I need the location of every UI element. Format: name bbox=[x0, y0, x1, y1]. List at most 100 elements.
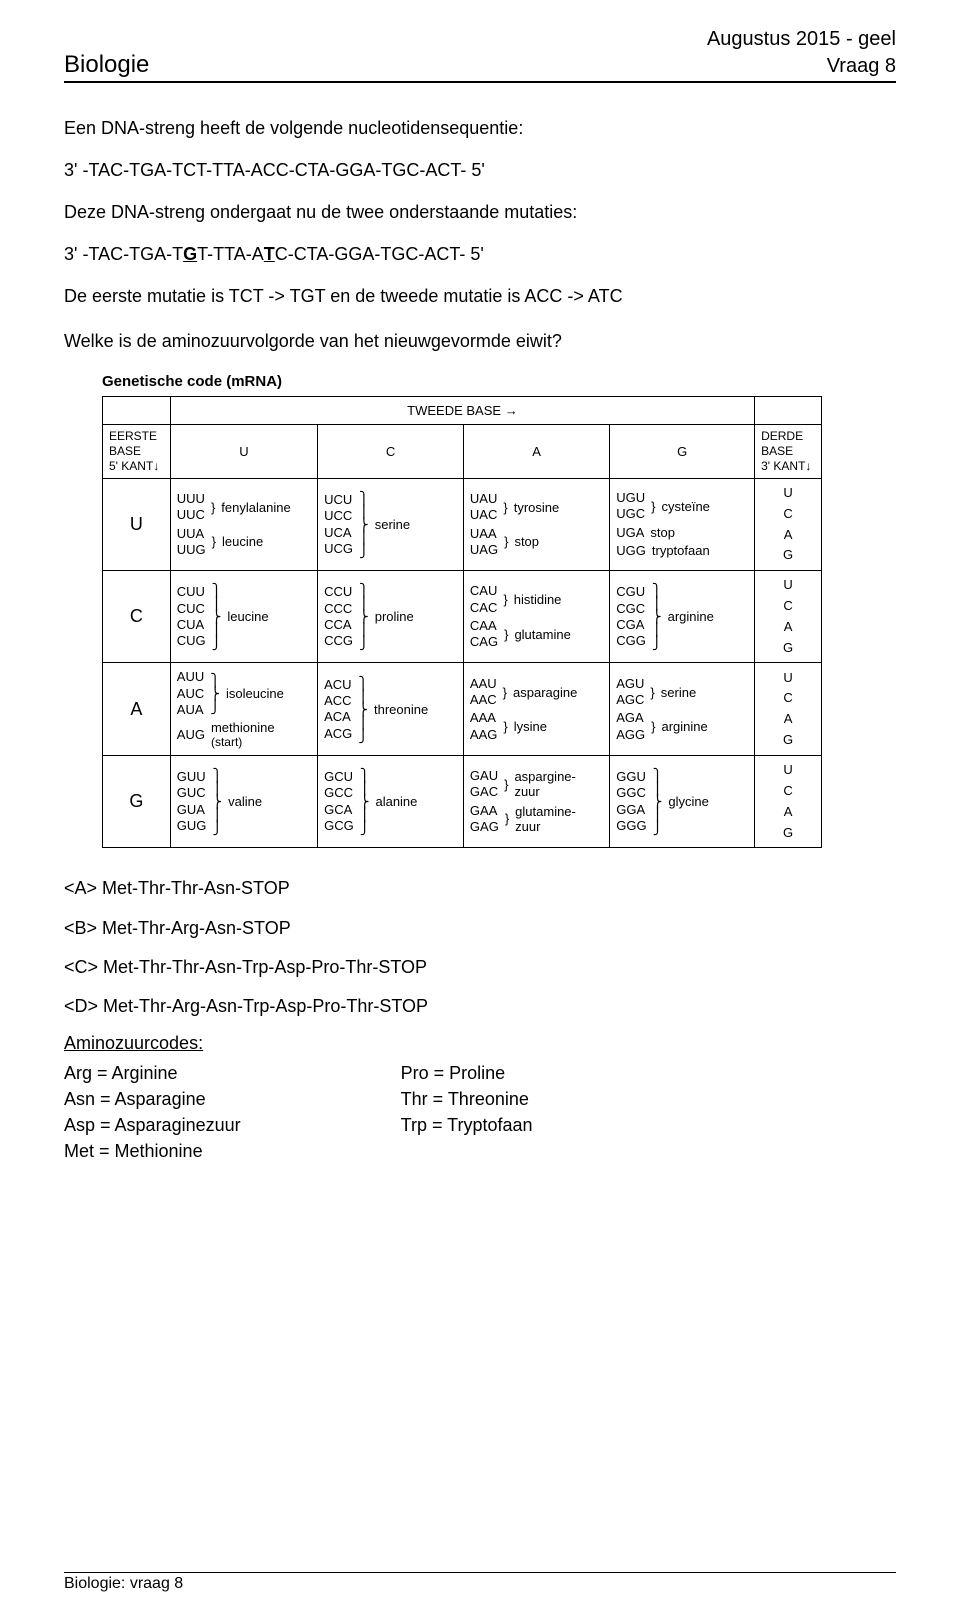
third-base: G bbox=[761, 823, 815, 844]
amino-label: leucine bbox=[227, 609, 268, 624]
third-base-col-A: UCAG bbox=[755, 663, 822, 756]
codon-cell-G-G: GGUGGCGGAGGG⎫ ⎪ ⎬ ⎪ ⎭glycine bbox=[610, 756, 755, 848]
codon-cell-C-U: CUUCUCCUACUG⎫ ⎪ ⎬ ⎪ ⎭leucine bbox=[170, 571, 317, 663]
codon-group: UGUUGC}cysteïne bbox=[616, 490, 748, 523]
codon-group: AGUAGC}serine bbox=[616, 676, 748, 709]
arrow-down-icon-2: ↓ bbox=[805, 459, 811, 473]
amino-label: serine bbox=[661, 685, 696, 700]
codon: AUG bbox=[177, 727, 205, 743]
codon-group: AUUAUCAUA⎫ ⎬ ⎭isoleucine bbox=[177, 669, 311, 718]
amino-name: threonine bbox=[374, 702, 428, 717]
amino-label: serine bbox=[375, 517, 410, 532]
codon: CUC bbox=[177, 601, 206, 617]
amino-label: lysine bbox=[514, 719, 547, 734]
col-G: G bbox=[610, 425, 755, 479]
mutated-sequence: 3' -TAC-TGA-TGT-TTA-ATC-CTA-GGA-TGC-ACT-… bbox=[64, 244, 896, 265]
codon-list: AGUAGC bbox=[616, 676, 644, 709]
codon-list: GAUGAC bbox=[470, 768, 498, 801]
codon: GUC bbox=[177, 785, 207, 801]
seq2-mut1: G bbox=[183, 244, 197, 264]
codon: GGU bbox=[616, 769, 646, 785]
amino-label: tryptofaan bbox=[652, 543, 710, 558]
amino-name: leucine bbox=[222, 534, 263, 549]
codon: GAG bbox=[470, 819, 499, 835]
amino-label: isoleucine bbox=[226, 686, 284, 701]
codon-list: GAAGAG bbox=[470, 803, 499, 836]
codon: CCC bbox=[324, 601, 353, 617]
codon: UGU bbox=[616, 490, 645, 506]
codon-list: UGA bbox=[616, 525, 644, 541]
amino-name: serine bbox=[375, 517, 410, 532]
amino-name: alanine bbox=[375, 794, 417, 809]
row-label-A: A bbox=[103, 663, 171, 756]
codon-row-U: UUUUUUC}fenylalanineUUAUUG}leucineUCUUCC… bbox=[103, 479, 822, 571]
codon-list: CAUCAC bbox=[470, 583, 497, 616]
codon: AGC bbox=[616, 692, 644, 708]
codon-group: GCUGCCGCAGCG ⎫ ⎪ ⎬ ⎪ ⎭ alanine bbox=[324, 769, 457, 834]
codon-table-title: Genetische code (mRNA) bbox=[102, 373, 896, 390]
codon-list: CCUCCCCCACCG bbox=[324, 584, 353, 649]
amino-name: stop bbox=[650, 525, 675, 540]
third-base: A bbox=[761, 525, 815, 546]
codon-list: UGG bbox=[616, 543, 646, 559]
codon-cell-C-C: CCUCCCCCACCG⎫ ⎪ ⎬ ⎪ ⎭proline bbox=[318, 571, 464, 663]
codon-group: ACUACCACAACG⎫ ⎪ ⎬ ⎪ ⎭threonine bbox=[324, 677, 457, 742]
bracket-icon: } bbox=[211, 501, 215, 514]
codon: GUG bbox=[177, 818, 207, 834]
bracket-icon: } bbox=[503, 720, 507, 733]
codon: AUA bbox=[177, 702, 204, 718]
codon-list: AAUAAC bbox=[470, 676, 497, 709]
bracket-icon: ⎫ ⎪ ⎬ ⎪ ⎭ bbox=[653, 769, 663, 834]
codon: UUC bbox=[177, 507, 205, 523]
codon: GCC bbox=[324, 785, 354, 801]
codon-list: UUUUUC bbox=[177, 491, 205, 524]
codon: CAC bbox=[470, 600, 497, 616]
codon-cell-U-A: UAUUAC}tyrosineUAAUAG}stop bbox=[463, 479, 609, 571]
codon-group: UUUUUC} fenylalanine bbox=[177, 491, 311, 524]
codon: ACA bbox=[324, 709, 352, 725]
code-asn: Asn = Asparagine bbox=[64, 1086, 241, 1112]
codon: AGG bbox=[616, 727, 645, 743]
page-footer: Biologie: vraag 8 bbox=[64, 1572, 896, 1593]
codon: ACU bbox=[324, 677, 352, 693]
codon-list: ACUACCACAACG bbox=[324, 677, 352, 742]
codon-cell-A-G: AGUAGC}serineAGAAGG}arginine bbox=[610, 663, 755, 756]
bracket-icon: } bbox=[505, 812, 509, 825]
codon-cell-G-A: GAUGAC}aspargine-zuurGAAGAG}glutamine-zu… bbox=[463, 756, 609, 848]
answer-B: <B> Met-Thr-Arg-Asn-STOP bbox=[64, 916, 896, 941]
codon: GCG bbox=[324, 818, 354, 834]
codon: GAC bbox=[470, 784, 498, 800]
amino-name: asparagine bbox=[513, 685, 577, 700]
amino-name: fenylalanine bbox=[221, 500, 290, 515]
amino-label: proline bbox=[375, 609, 414, 624]
codon-list: GCUGCCGCAGCG bbox=[324, 769, 354, 834]
codon-list: AUUAUCAUA bbox=[177, 669, 204, 718]
codon-cell-A-C: ACUACCACAACG⎫ ⎪ ⎬ ⎪ ⎭threonine bbox=[318, 663, 464, 756]
page: Augustus 2015 - geel Biologie Vraag 8 Ee… bbox=[0, 0, 960, 1617]
codon-list: AUG bbox=[177, 727, 205, 743]
amino-label: arginine bbox=[668, 609, 714, 624]
code-pro: Pro = Proline bbox=[401, 1060, 533, 1086]
third-base: G bbox=[761, 730, 815, 751]
codon-list: UUAUUG bbox=[177, 526, 206, 559]
amino-label: stop bbox=[514, 534, 539, 549]
question-label: Vraag 8 bbox=[827, 55, 896, 78]
row-label-C: C bbox=[103, 571, 171, 663]
amino-codes-heading: Aminozuurcodes: bbox=[64, 1033, 896, 1054]
codon-group: AUGmethionine(start) bbox=[177, 720, 311, 749]
codon: UCG bbox=[324, 541, 353, 557]
amino-name: isoleucine bbox=[226, 686, 284, 701]
codon-list: CUUCUCCUACUG bbox=[177, 584, 206, 649]
amino-codes-columns: Arg = Arginine Asn = Asparagine Asp = As… bbox=[64, 1060, 896, 1164]
bracket-icon: } bbox=[651, 500, 655, 513]
codon-group: CCUCCCCCACCG⎫ ⎪ ⎬ ⎪ ⎭proline bbox=[324, 584, 457, 649]
third-base-l3: 3' KANT bbox=[761, 459, 805, 473]
amino-name: tryptofaan bbox=[652, 543, 710, 558]
third-base: G bbox=[761, 638, 815, 659]
arrow-right-icon: → bbox=[505, 403, 518, 418]
codon: CCG bbox=[324, 633, 353, 649]
third-base-col-G: UCAG bbox=[755, 756, 822, 848]
codon-group: CAUCAC}histidine bbox=[470, 583, 603, 616]
bracket-icon: ⎫ ⎪ ⎬ ⎪ ⎭ bbox=[360, 769, 370, 834]
codon: GCU bbox=[324, 769, 354, 785]
